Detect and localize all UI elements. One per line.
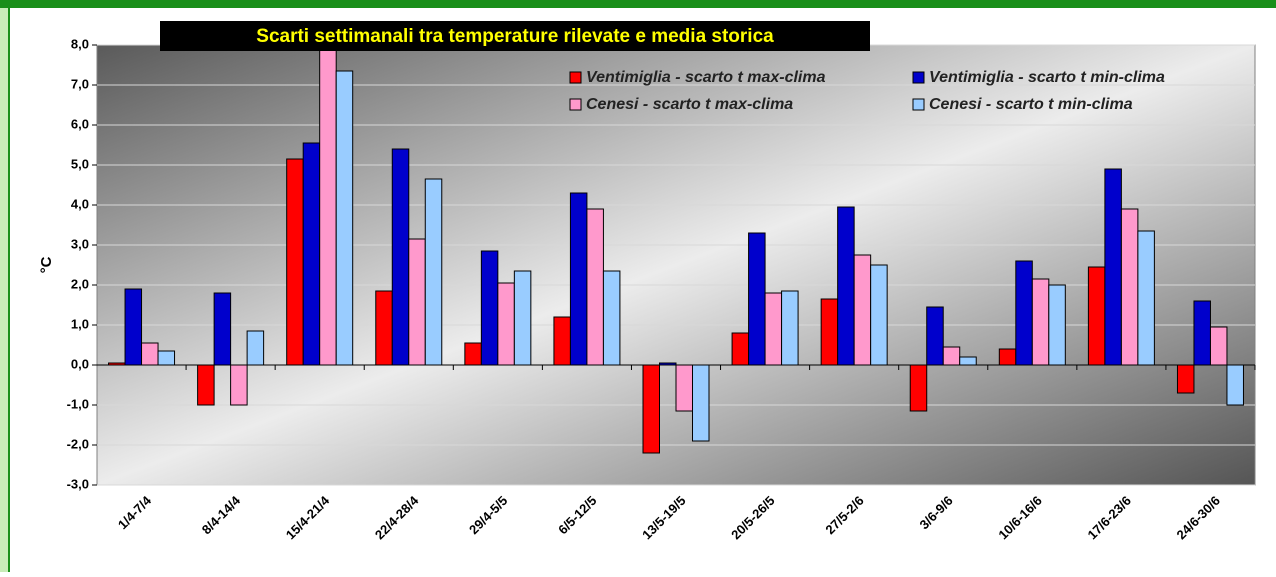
x-tick-label: 22/4-28/4 [372,492,422,542]
x-tick-label: 15/4-21/4 [283,492,333,542]
x-tick-label: 10/6-16/6 [995,493,1044,542]
bar [998,348,1017,366]
y-tick-label: 6,0 [71,116,89,131]
bar [959,356,977,366]
y-tick-label: 8,0 [71,36,89,51]
bar [1176,364,1195,394]
y-tick-label: 0,0 [71,356,89,371]
x-tick-label: 6/5-12/5 [555,493,599,537]
y-tick-label: 2,0 [71,276,89,291]
bar [1193,300,1211,366]
bar [319,44,337,366]
x-tick-label: 13/5-19/5 [639,493,688,542]
bar [870,264,888,366]
legend-label: Ventimiglia - scarto t max-clima [586,69,826,86]
bar [553,316,571,366]
bar [1087,266,1106,366]
bar [1120,208,1139,366]
y-tick-label: 5,0 [71,156,89,171]
x-tick-label: 24/6-30/6 [1174,493,1223,542]
title-box [160,21,870,51]
bar [837,206,855,366]
legend-swatch [569,71,582,84]
bar [302,142,321,366]
y-tick-label: -3,0 [67,476,89,491]
left-strip [0,8,8,572]
bar [675,364,693,412]
bar [141,342,159,366]
legend-label: Cenesi - scarto t max-clima [586,96,793,113]
bar [569,192,588,366]
bar [513,270,532,366]
x-tick-label: 8/4-14/4 [199,492,244,537]
bar [909,364,928,412]
chart-title: Scarti settimanali tra temperature rilev… [256,26,774,47]
bar [926,306,944,366]
bar [692,364,710,442]
bar [464,342,482,366]
bar [1209,326,1228,366]
bar [197,364,215,406]
bar [781,290,799,366]
y-tick-label: -1,0 [67,396,89,411]
y-tick-label: 1,0 [71,316,89,331]
y-tick-label: -2,0 [67,436,89,451]
bar [286,158,304,366]
bar [731,332,750,366]
bar [391,148,410,366]
top-bar [0,0,1276,8]
left-border [8,8,10,572]
bar [375,290,393,366]
bar [480,250,499,366]
bar [853,254,872,366]
bar [1104,168,1122,366]
bar [586,208,604,366]
legend-label: Cenesi - scarto t min-clima [929,96,1133,113]
bar [764,292,783,366]
x-tick-label: 3/6-9/6 [917,493,956,532]
y-tick-label: 3,0 [71,236,89,251]
bar [642,364,660,454]
x-tick-label: 27/5-2/6 [822,493,866,537]
bar [246,330,265,366]
legend-swatch [569,98,582,111]
bar [1226,364,1244,406]
y-axis-label: °C [38,256,55,273]
bar [408,238,426,366]
legend-label: Ventimiglia - scarto t min-clima [929,69,1165,86]
bar [1015,260,1033,366]
bar [124,288,143,366]
y-tick-label: 4,0 [71,196,89,211]
x-tick-label: 29/4-5/5 [466,493,510,537]
bar [748,232,766,366]
x-tick-label: 20/5-26/5 [728,493,777,542]
x-tick-label: 1/4-7/4 [115,492,155,532]
bar [820,298,839,366]
bar [157,350,176,366]
bar [213,292,232,366]
legend-swatch [912,71,925,84]
bar [942,346,961,366]
bar [1048,284,1066,366]
bar [424,178,443,366]
bar [1137,230,1155,366]
bar [335,70,354,366]
legend-swatch [912,98,925,111]
bar [602,270,621,366]
bar [1031,278,1050,366]
x-tick-label: 17/6-23/6 [1084,493,1133,542]
bar [497,282,515,366]
y-tick-label: 7,0 [71,76,89,91]
bar [230,364,248,406]
